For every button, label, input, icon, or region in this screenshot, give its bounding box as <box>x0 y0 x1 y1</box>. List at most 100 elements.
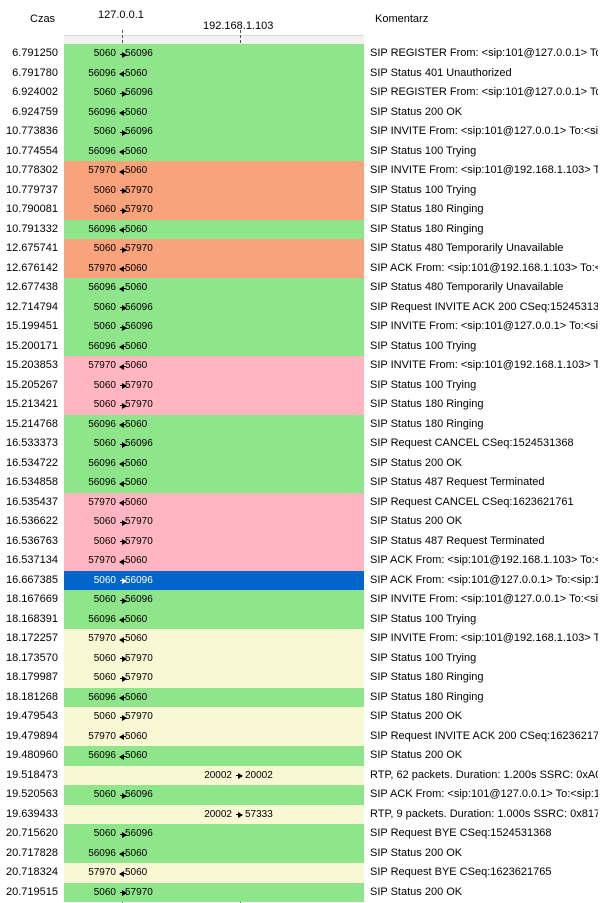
message-comment: SIP ACK From: <sip:101@127.0.0.1> To:<si… <box>370 573 598 586</box>
source-port: 5060 <box>93 828 116 839</box>
message-arrow <box>236 773 243 780</box>
arrowhead-icon <box>122 597 127 604</box>
message-row[interactable]: 16.534722 56096 5060 SIP Status 200 OK <box>0 453 600 473</box>
message-row[interactable]: 15.199451 5060 56096 SIP INVITE From: <sip:… <box>0 317 600 337</box>
arrowhead-icon <box>119 422 124 429</box>
destination-port: 57970 <box>125 535 153 547</box>
message-flow-cell <box>64 414 364 434</box>
message-row[interactable]: 12.676142 57970 5060 SIP ACK From: <sip:101… <box>0 258 600 278</box>
message-row[interactable]: 15.214768 56096 5060 SIP Status 180 Ringing <box>0 414 600 434</box>
message-arrow <box>120 890 127 897</box>
arrowhead-icon <box>119 695 124 702</box>
message-time: 15.205267 <box>6 378 58 391</box>
message-row[interactable]: 20.718324 57970 5060 SIP Request BYE CSeq:1… <box>0 863 600 883</box>
message-comment: SIP Status 100 Trying <box>370 378 477 391</box>
message-row[interactable]: 10.774554 56096 5060 SIP Status 100 Trying <box>0 141 600 161</box>
message-comment: SIP Status 200 OK <box>370 105 463 118</box>
message-row[interactable]: 19.518473 20002 20002 RTP, 62 packets. Dura… <box>0 765 600 785</box>
message-row[interactable]: 16.537134 57970 5060 SIP ACK From: <sip:101… <box>0 551 600 571</box>
arrowhead-icon <box>122 402 127 409</box>
message-row[interactable]: 16.533373 5060 56096 SIP Request CANCEL CSe… <box>0 434 600 454</box>
arrowhead-icon <box>119 617 124 624</box>
message-arrow <box>119 344 126 351</box>
source-port: 57970 <box>88 360 116 371</box>
message-row[interactable]: 18.173570 5060 57970 SIP Status 100 Trying <box>0 648 600 668</box>
destination-port: 5060 <box>125 418 148 430</box>
message-row[interactable]: 18.179987 5060 57970 SIP Status 180 Ringing <box>0 668 600 688</box>
message-arrow <box>120 675 127 682</box>
message-row[interactable]: 20.717828 56096 5060 SIP Status 200 OK <box>0 843 600 863</box>
source-port: 5060 <box>93 672 116 683</box>
message-time: 16.534722 <box>6 456 58 469</box>
message-row[interactable]: 12.675741 5060 57970 SIP Status 480 Tempora… <box>0 239 600 259</box>
arrowhead-icon <box>122 519 127 526</box>
destination-port: 56096 <box>125 828 153 839</box>
message-row[interactable]: 15.203853 57970 5060 SIP INVITE From: <sip:… <box>0 356 600 376</box>
destination-port: 5060 <box>125 106 148 118</box>
message-row[interactable]: 19.480960 56096 5060 SIP Status 200 OK <box>0 746 600 766</box>
message-row[interactable]: 20.719515 5060 57970 SIP Status 200 OK <box>0 882 600 902</box>
message-row[interactable]: 16.534858 56096 5060 SIP Status 487 Request… <box>0 473 600 493</box>
message-flow-cell <box>64 512 364 532</box>
message-flow-cell <box>64 590 364 610</box>
destination-port: 57970 <box>125 243 153 254</box>
message-arrow <box>120 305 127 312</box>
message-comment: RTP, 9 packets. Duration: 1.000s SSRC: 0… <box>370 807 598 820</box>
message-arrow <box>120 714 127 721</box>
message-row[interactable]: 10.790081 5060 57970 SIP Status 180 Ringing <box>0 200 600 220</box>
source-port: 57970 <box>88 867 116 878</box>
message-arrow <box>119 870 126 877</box>
message-time: 16.534858 <box>6 476 58 488</box>
message-row[interactable]: 20.715620 5060 56096 SIP Request BYE CSeq:1… <box>0 824 600 844</box>
message-row[interactable]: 19.639433 20002 57333 RTP, 9 packets. Durat… <box>0 804 600 824</box>
destination-port: 56096 <box>125 321 153 332</box>
message-time: 15.214768 <box>6 417 58 430</box>
message-row[interactable]: 16.535437 57970 5060 SIP Request CANCEL CSe… <box>0 492 600 512</box>
message-flow-cell <box>64 141 364 161</box>
message-row[interactable]: 10.773836 5060 56096 SIP INVITE From: <sip:… <box>0 122 600 142</box>
message-flow-cell <box>64 395 364 415</box>
destination-port: 57970 <box>125 711 153 722</box>
message-time: 18.179987 <box>6 671 58 683</box>
message-flow-cell <box>64 843 364 863</box>
source-port: 5060 <box>93 574 116 586</box>
message-time: 20.717828 <box>6 846 58 859</box>
message-row[interactable]: 10.779737 5060 57970 SIP Status 100 Trying <box>0 180 600 200</box>
message-row[interactable]: 18.181268 56096 5060 SIP Status 180 Ringing <box>0 687 600 707</box>
destination-port: 56096 <box>125 301 153 313</box>
message-comment: SIP INVITE From: <sip:101@127.0.0.1> To:… <box>370 125 598 137</box>
message-row[interactable]: 10.791332 56096 5060 SIP Status 180 Ringing <box>0 219 600 239</box>
source-port: 5060 <box>93 652 116 664</box>
message-flow-cell <box>64 180 364 200</box>
message-row[interactable]: 6.791250 5060 56096 SIP REGISTER From: <sip… <box>0 44 600 64</box>
destination-port: 57970 <box>125 379 153 391</box>
message-arrow <box>120 402 127 409</box>
message-time: 6.924759 <box>12 105 58 118</box>
message-row[interactable]: 18.172257 57970 5060 SIP INVITE From: <sip:… <box>0 629 600 649</box>
message-row[interactable]: 18.167669 5060 56096 SIP INVITE From: <sip:… <box>0 590 600 610</box>
message-row[interactable]: 19.479894 57970 5060 SIP Request INVITE ACK… <box>0 726 600 746</box>
arrowhead-icon <box>119 71 124 78</box>
message-row[interactable]: 15.205267 5060 57970 SIP Status 100 Trying <box>0 375 600 395</box>
message-row[interactable]: 10.778302 57970 5060 SIP INVITE From: <sip:… <box>0 161 600 181</box>
message-row[interactable]: 15.213421 5060 57970 SIP Status 180 Ringing <box>0 395 600 415</box>
message-row[interactable]: 19.520563 5060 56096 SIP ACK From: <sip:101… <box>0 785 600 805</box>
message-row[interactable]: 6.791780 56096 5060 SIP Status 401 Unauthor… <box>0 63 600 83</box>
message-row[interactable]: 15.200171 56096 5060 SIP Status 100 Trying <box>0 336 600 356</box>
message-flow-cell <box>64 551 364 571</box>
message-row[interactable]: 19.479543 5060 57970 SIP Status 200 OK <box>0 707 600 727</box>
message-row[interactable]: 16.536763 5060 57970 SIP Status 487 Request… <box>0 531 600 551</box>
message-row[interactable]: 12.714794 5060 56096 SIP Request INVITE ACK… <box>0 297 600 317</box>
message-row[interactable]: 16.536622 5060 57970 SIP Status 200 OK <box>0 512 600 532</box>
message-row[interactable]: 12.677438 56096 5060 SIP Status 480 Tempora… <box>0 278 600 298</box>
message-row[interactable]: 6.924759 56096 5060 SIP Status 200 OK <box>0 102 600 122</box>
destination-port: 5060 <box>125 262 148 274</box>
message-comment: SIP Status 200 OK <box>370 456 463 469</box>
message-flow-cell <box>64 863 364 883</box>
arrowhead-icon <box>122 207 127 214</box>
destination-port: 57333 <box>245 808 273 820</box>
message-row[interactable]: 16.667385 5060 56096 SIP ACK From: <sip:101… <box>0 570 600 590</box>
source-port: 5060 <box>93 243 116 254</box>
message-row[interactable]: 18.168391 56096 5060 SIP Status 100 Trying <box>0 609 600 629</box>
message-row[interactable]: 6.924002 5060 56096 SIP REGISTER From: <sip… <box>0 83 600 103</box>
